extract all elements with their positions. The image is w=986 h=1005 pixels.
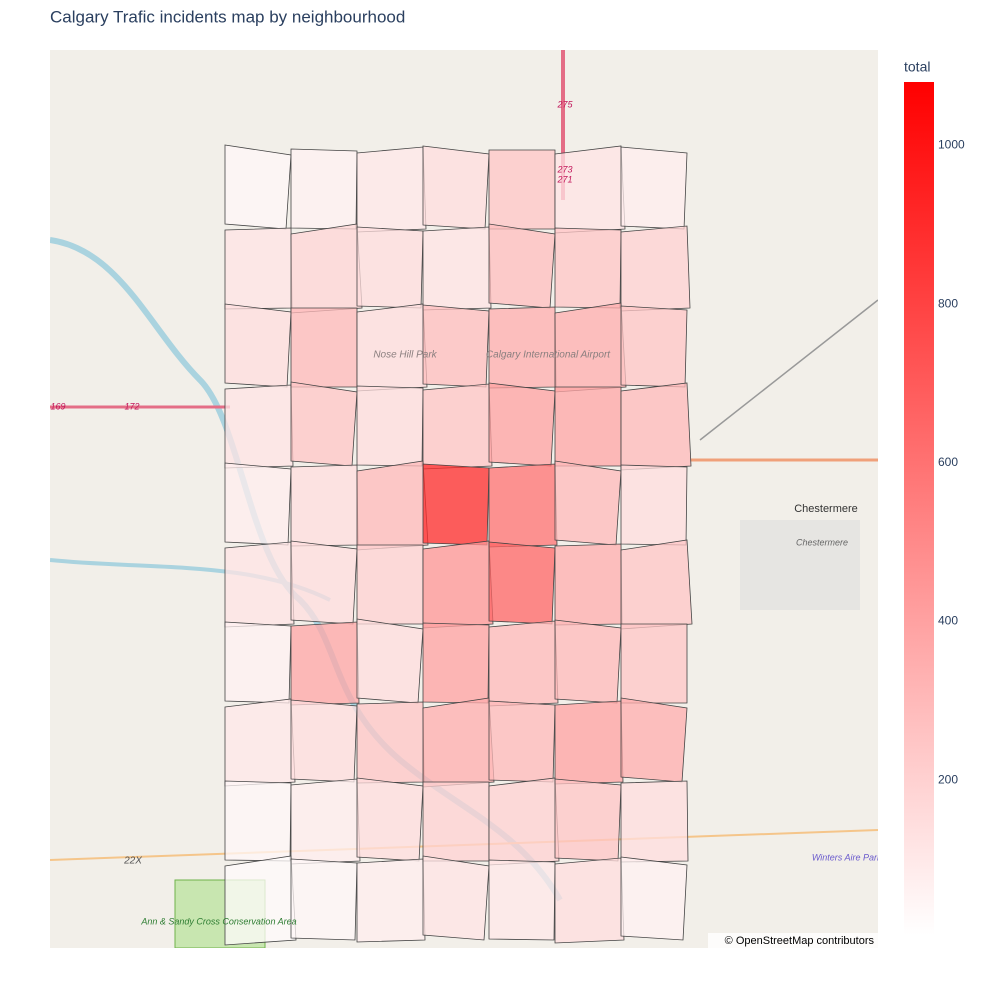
neighbourhood — [488, 223, 556, 309]
neighbourhood — [620, 464, 688, 546]
map-label: Chestermere — [796, 537, 848, 547]
neighbourhood — [224, 144, 292, 230]
neighbourhoods — [224, 144, 693, 946]
neighbourhood — [290, 621, 360, 706]
map-label: 271 — [556, 174, 572, 184]
neighbourhood — [290, 381, 358, 467]
neighbourhood — [290, 699, 358, 783]
neighbourhood — [620, 305, 688, 388]
neighbourhood — [488, 620, 559, 707]
neighbourhood — [488, 859, 556, 941]
neighbourhood — [290, 778, 361, 865]
neighbourhood — [356, 460, 429, 551]
neighbourhood — [224, 541, 295, 628]
map-labels: Nose Hill Park Calgary International Airp… — [50, 99, 911, 926]
neighbourhood — [356, 618, 424, 704]
neighbourhood — [554, 145, 626, 234]
map-label: 22X — [123, 856, 142, 867]
map-label: Winters Aire Park Airport — [812, 852, 911, 862]
map-label: Ann & Sandy Cross Conservation Area — [140, 916, 296, 926]
neighbourhood — [488, 777, 560, 866]
neighbourhood — [290, 307, 358, 388]
neighbourhood — [554, 778, 622, 862]
rail — [699, 299, 878, 441]
colorbar-tick-label: 1000 — [938, 138, 965, 152]
neighbourhood — [356, 385, 424, 467]
map-label: Calgary International Airport — [486, 350, 611, 361]
neighbourhood — [356, 303, 428, 392]
colorbar-title: total — [904, 59, 930, 75]
neighbourhood — [422, 463, 490, 546]
map-label: 169 — [50, 401, 65, 411]
attribution-bg — [708, 933, 878, 948]
neighbourhood — [422, 226, 492, 311]
neighbourhood — [488, 463, 558, 548]
neighbourhood — [554, 302, 627, 393]
neighbourhood — [488, 149, 556, 230]
neighbourhood — [554, 857, 625, 944]
neighbourhood — [224, 698, 296, 787]
neighbourhood — [554, 619, 622, 704]
neighbourhood — [224, 621, 292, 704]
neighbourhood — [356, 146, 427, 233]
neighbourhood — [224, 384, 294, 469]
colorbar — [904, 82, 934, 935]
neighbourhood — [422, 383, 493, 470]
neighbourhood — [620, 697, 688, 783]
neighbourhood — [356, 858, 426, 943]
neighbourhood — [356, 777, 424, 862]
neighbourhood — [422, 855, 490, 941]
neighbourhood — [620, 225, 691, 312]
neighbourhood — [422, 540, 494, 629]
neighbourhood — [290, 464, 359, 547]
colorbar-tick-label: 600 — [938, 455, 958, 469]
neighbourhood — [422, 781, 490, 862]
neighbourhood — [620, 856, 688, 941]
neighbourhood — [488, 541, 556, 625]
neighbourhood — [620, 382, 692, 471]
neighbourhood — [290, 223, 363, 314]
neighbourhood — [224, 227, 293, 310]
neighbourhood — [356, 226, 424, 309]
neighbourhood — [290, 540, 358, 625]
neighbourhood — [224, 780, 292, 862]
neighbourhood — [290, 148, 358, 230]
map-label: Chestermere — [794, 503, 858, 515]
neighbourhood — [356, 701, 425, 784]
neighbourhood — [554, 227, 622, 309]
map-label: 273 — [556, 164, 572, 174]
neighbourhood — [620, 780, 689, 863]
colorbar-tick-label: 800 — [938, 296, 958, 310]
neighbourhood — [422, 145, 490, 230]
map-label: 172 — [124, 401, 139, 411]
town — [740, 520, 860, 610]
neighbourhood — [422, 304, 490, 388]
neighbourhood — [488, 306, 557, 389]
neighbourhood — [488, 382, 556, 467]
map-label: 275 — [556, 99, 573, 109]
neighbourhood — [554, 700, 624, 785]
neighbourhood — [554, 460, 622, 546]
neighbourhood — [224, 855, 297, 946]
neighbourhood — [620, 146, 688, 230]
neighbourhood — [620, 539, 693, 630]
neighbourhood — [356, 544, 424, 625]
neighbourhood — [290, 858, 358, 941]
colorbar-ticks: 200 400 600 800 1000 — [938, 138, 965, 787]
neighbourhood — [224, 303, 292, 388]
neighbourhood — [554, 386, 622, 467]
map: Nose Hill Park Calgary International Airp… — [50, 50, 911, 948]
chart-title: Calgary Trafic incidents map by neighbou… — [50, 7, 405, 26]
colorbar-tick-label: 200 — [938, 772, 958, 786]
map-label: Nose Hill Park — [373, 350, 437, 361]
neighbourhood — [422, 622, 490, 704]
attribution: © OpenStreetMap contributors — [725, 935, 875, 947]
neighbourhood — [554, 543, 623, 626]
colorbar-tick-label: 400 — [938, 614, 958, 628]
neighbourhood — [620, 623, 688, 704]
neighbourhood — [422, 697, 495, 788]
neighbourhood — [224, 462, 292, 546]
neighbourhood — [488, 700, 556, 783]
